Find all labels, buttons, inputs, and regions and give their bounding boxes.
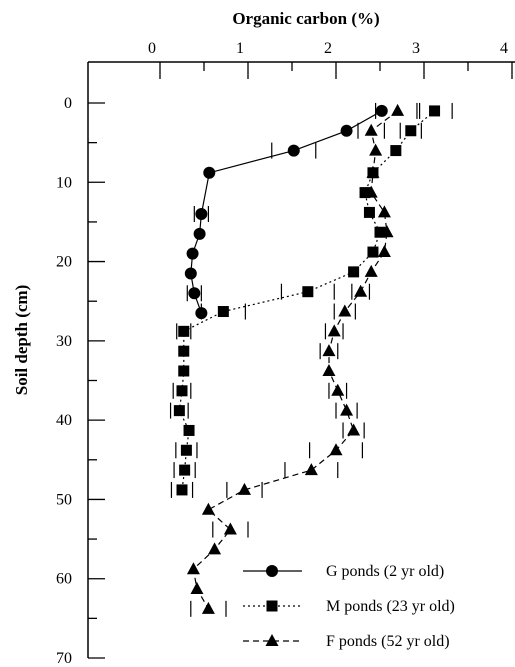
- data-point-circle: [195, 208, 208, 220]
- data-point-triangle: [186, 562, 200, 575]
- data-point-triangle: [366, 165, 380, 178]
- data-point-triangle: [322, 344, 336, 357]
- data-point-circle: [186, 247, 199, 260]
- data-point-triangle: [201, 502, 215, 515]
- series-triangle: [186, 102, 421, 617]
- data-point-triangle: [377, 205, 391, 218]
- data-point-triangle: [364, 123, 378, 136]
- legend: G ponds (2 yr old) M ponds (23 yr old) F p…: [243, 563, 455, 650]
- data-point-square: [359, 187, 371, 199]
- x-tick-label: 2: [324, 40, 332, 57]
- legend-label: F ponds (52 yr old): [326, 633, 450, 650]
- series-line: [178, 110, 435, 490]
- series-square: [169, 102, 453, 498]
- x-axis-title: Organic carbon (%): [232, 9, 379, 28]
- data-point-square: [302, 286, 314, 298]
- data-point-triangle: [364, 185, 378, 198]
- data-point-square: [180, 444, 192, 456]
- data-point-square: [374, 226, 386, 238]
- legend-label: G ponds (2 yr old): [326, 563, 444, 580]
- y-tick-label: 50: [56, 491, 72, 508]
- data-point-triangle: [237, 482, 251, 495]
- data-point-square: [390, 145, 402, 157]
- legend-marker-triangle: [265, 634, 279, 646]
- y-axis-title: Soil depth (cm): [12, 285, 31, 396]
- x-tick-label: 4: [500, 40, 508, 57]
- series-line: [190, 110, 383, 314]
- plot-area: [169, 102, 453, 617]
- data-point-triangle: [329, 443, 343, 456]
- data-point-square: [363, 206, 375, 218]
- y-tick-label: 70: [56, 650, 72, 667]
- legend-marker-square: [266, 600, 278, 612]
- data-point-square: [178, 325, 190, 337]
- data-point-circle: [193, 227, 206, 240]
- x-tick-label: 0: [148, 40, 156, 57]
- y-tick-label: 20: [56, 254, 72, 271]
- data-point-circle: [287, 144, 300, 157]
- data-point-triangle: [338, 304, 352, 317]
- legend-marker-circle: [266, 565, 278, 577]
- data-point-triangle: [354, 284, 368, 297]
- data-point-circle: [188, 287, 201, 300]
- y-tick-label: 40: [56, 412, 72, 429]
- x-tick-label: 3: [412, 40, 420, 57]
- data-point-triangle: [201, 601, 215, 614]
- data-point-square: [178, 345, 190, 357]
- data-point-triangle: [391, 103, 405, 116]
- series-circle: [184, 104, 388, 320]
- data-point-triangle: [331, 383, 345, 396]
- y-tick-label: 60: [56, 571, 72, 588]
- data-point-triangle: [380, 225, 394, 238]
- data-point-triangle: [369, 143, 383, 156]
- data-point-triangle: [223, 522, 237, 535]
- data-point-square: [178, 365, 190, 377]
- data-point-triangle: [190, 582, 204, 595]
- data-point-circle: [184, 267, 197, 280]
- data-point-circle: [375, 104, 388, 117]
- y-tick-label: 30: [56, 333, 72, 350]
- data-point-triangle: [364, 264, 378, 277]
- data-point-triangle: [208, 542, 222, 555]
- y-tick-label: 10: [56, 174, 72, 191]
- x-tick-label: 1: [236, 40, 244, 57]
- data-point-triangle: [322, 363, 336, 376]
- data-point-square: [348, 266, 360, 278]
- data-point-square: [367, 246, 379, 258]
- data-point-circle: [340, 124, 353, 137]
- data-point-triangle: [304, 463, 318, 476]
- data-point-triangle: [327, 324, 341, 337]
- data-point-square: [176, 385, 188, 397]
- data-point-circle: [203, 166, 216, 179]
- y-tick-label: 0: [64, 95, 72, 112]
- data-point-square: [217, 306, 229, 318]
- data-point-square: [173, 405, 185, 417]
- data-point-square: [179, 464, 191, 476]
- data-point-square: [429, 105, 441, 117]
- series-line: [192, 110, 398, 610]
- data-point-square: [183, 424, 195, 436]
- data-point-triangle: [340, 403, 354, 416]
- data-point-triangle: [377, 245, 391, 258]
- legend-label: M ponds (23 yr old): [326, 598, 455, 615]
- data-point-square: [405, 125, 417, 137]
- data-point-square: [176, 484, 188, 496]
- data-point-triangle: [347, 423, 361, 436]
